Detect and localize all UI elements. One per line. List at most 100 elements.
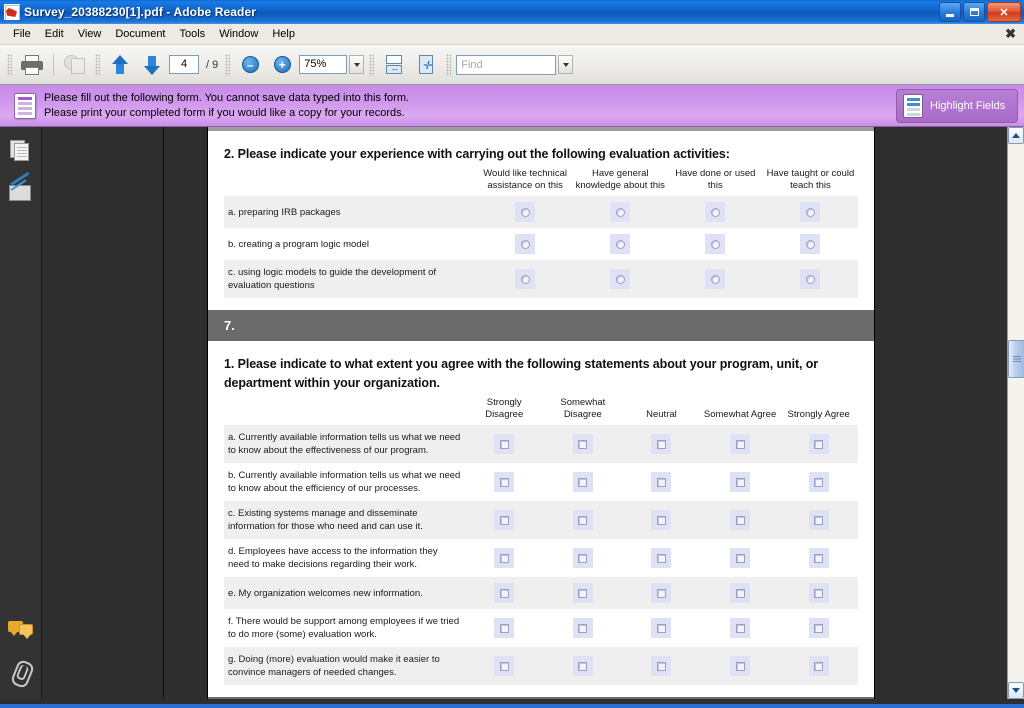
checkbox-cell[interactable]: [779, 501, 858, 539]
checkbox-cell[interactable]: [622, 609, 701, 647]
checkbox-field[interactable]: [808, 618, 829, 638]
checkbox-field[interactable]: [494, 656, 515, 676]
zoom-dropdown-button[interactable]: [349, 55, 365, 74]
radio-cell[interactable]: [668, 228, 763, 260]
checkbox-field[interactable]: [730, 548, 751, 568]
checkbox-cell[interactable]: [701, 463, 780, 501]
checkbox-cell[interactable]: [543, 425, 623, 463]
scroll-up-button[interactable]: [1008, 127, 1024, 144]
menu-view[interactable]: View: [77, 28, 102, 40]
scrollbar-thumb[interactable]: [1008, 340, 1024, 378]
radio-cell[interactable]: [572, 196, 668, 228]
checkbox-cell[interactable]: [464, 647, 544, 685]
checkbox-cell[interactable]: [701, 539, 780, 577]
checkbox-field[interactable]: [651, 618, 672, 638]
checkbox-field[interactable]: [730, 510, 751, 530]
checkbox-cell[interactable]: [464, 501, 544, 539]
fit-width-button[interactable]: [379, 50, 409, 80]
comments-icon[interactable]: [7, 617, 34, 643]
checkbox-cell[interactable]: [622, 425, 701, 463]
close-button[interactable]: ✕: [987, 2, 1021, 22]
checkbox-field[interactable]: [808, 583, 829, 603]
checkbox-field[interactable]: [651, 434, 672, 454]
toolbar-grip-5[interactable]: [446, 53, 452, 76]
checkbox-cell[interactable]: [622, 647, 701, 685]
radio-cell[interactable]: [667, 260, 763, 298]
checkbox-cell[interactable]: [464, 577, 544, 609]
radio-field[interactable]: [610, 202, 631, 222]
checkbox-cell[interactable]: [543, 647, 623, 685]
menu-window[interactable]: Window: [219, 28, 259, 40]
highlight-fields-button[interactable]: Highlight Fields: [896, 89, 1018, 123]
search-input[interactable]: Find: [456, 54, 557, 75]
radio-field[interactable]: [800, 234, 821, 254]
checkbox-field[interactable]: [651, 548, 672, 568]
checkbox-field[interactable]: [651, 472, 672, 492]
attachments-icon[interactable]: [8, 659, 34, 685]
checkbox-cell[interactable]: [701, 609, 780, 647]
checkbox-field[interactable]: [808, 510, 829, 530]
checkbox-cell[interactable]: [464, 425, 544, 463]
toolbar-grip-3[interactable]: [225, 53, 231, 76]
radio-cell[interactable]: [478, 228, 573, 260]
radio-field[interactable]: [800, 202, 821, 222]
radio-field[interactable]: [705, 234, 726, 254]
checkbox-cell[interactable]: [700, 501, 780, 539]
checkbox-field[interactable]: [808, 548, 829, 568]
checkbox-field[interactable]: [572, 510, 593, 530]
checkbox-cell[interactable]: [544, 609, 623, 647]
checkbox-field[interactable]: [730, 434, 751, 454]
radio-field[interactable]: [515, 202, 536, 222]
radio-field[interactable]: [705, 269, 726, 289]
checkbox-field[interactable]: [730, 583, 751, 603]
checkbox-field[interactable]: [572, 548, 593, 568]
radio-cell[interactable]: [763, 228, 858, 260]
vertical-scrollbar[interactable]: [1007, 127, 1024, 699]
checkbox-field[interactable]: [494, 472, 515, 492]
radio-cell[interactable]: [762, 260, 858, 298]
signature-icon[interactable]: [8, 171, 34, 207]
email-button[interactable]: [60, 50, 90, 80]
checkbox-field[interactable]: [494, 510, 515, 530]
checkbox-cell[interactable]: [622, 463, 701, 501]
checkbox-cell[interactable]: [779, 539, 858, 577]
radio-cell[interactable]: [572, 260, 668, 298]
checkbox-field[interactable]: [730, 618, 751, 638]
checkbox-cell[interactable]: [779, 609, 858, 647]
checkbox-field[interactable]: [572, 434, 593, 454]
menu-document[interactable]: Document: [115, 28, 166, 40]
toolbar-grip-4[interactable]: [369, 53, 375, 76]
checkbox-cell[interactable]: [622, 577, 701, 609]
checkbox-field[interactable]: [572, 618, 593, 638]
checkbox-field[interactable]: [651, 656, 672, 676]
checkbox-field[interactable]: [572, 472, 593, 492]
checkbox-cell[interactable]: [543, 577, 623, 609]
menu-tools[interactable]: Tools: [179, 28, 206, 40]
checkbox-field[interactable]: [572, 656, 593, 676]
radio-field[interactable]: [705, 202, 726, 222]
fit-page-button[interactable]: [411, 50, 441, 80]
checkbox-field[interactable]: [808, 472, 829, 492]
zoom-out-button[interactable]: –: [235, 50, 265, 80]
page-number-input[interactable]: 4: [169, 55, 199, 74]
menu-help[interactable]: Help: [272, 28, 295, 40]
maximize-button[interactable]: [963, 2, 985, 22]
scroll-down-button[interactable]: [1008, 682, 1024, 699]
radio-field[interactable]: [610, 234, 631, 254]
checkbox-cell[interactable]: [544, 539, 623, 577]
checkbox-field[interactable]: [572, 583, 593, 603]
radio-cell[interactable]: [477, 196, 573, 228]
find-dropdown-button[interactable]: [558, 55, 574, 74]
checkbox-cell[interactable]: [779, 425, 858, 463]
toolbar-grip-2[interactable]: [95, 53, 100, 76]
window-title-bar[interactable]: Survey_20388230[1].pdf - Adobe Reader ✕: [0, 0, 1024, 24]
checkbox-field[interactable]: [730, 656, 751, 676]
minimize-button[interactable]: [939, 2, 961, 22]
checkbox-cell[interactable]: [700, 425, 780, 463]
page-thumbnails-icon[interactable]: [8, 139, 34, 165]
checkbox-field[interactable]: [494, 583, 515, 603]
toolbar-grip[interactable]: [7, 53, 12, 76]
menu-edit[interactable]: Edit: [44, 28, 64, 40]
radio-field[interactable]: [515, 269, 536, 289]
checkbox-cell[interactable]: [779, 577, 858, 609]
